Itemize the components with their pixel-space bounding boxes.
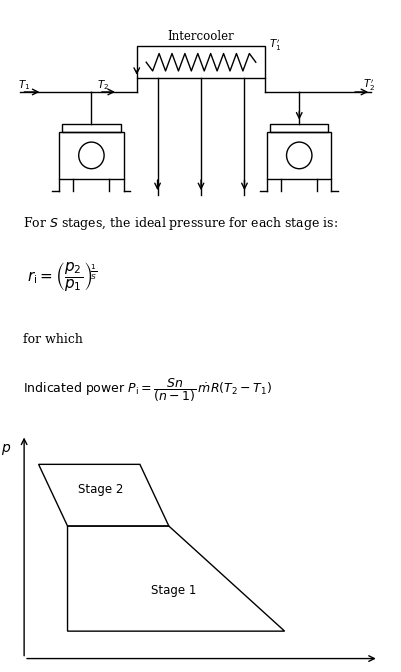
Text: Stage 1: Stage 1 [150, 583, 196, 597]
Text: $p$: $p$ [1, 442, 11, 456]
Text: $r_\mathrm{i} = \left(\dfrac{p_2}{p_1}\right)^{\!\frac{1}{S}}$: $r_\mathrm{i} = \left(\dfrac{p_2}{p_1}\r… [27, 260, 97, 293]
Text: $T_2$: $T_2$ [97, 78, 109, 92]
Text: Stage 2: Stage 2 [78, 483, 124, 496]
Text: For $S$ stages, the ideal pressure for each stage is:: For $S$ stages, the ideal pressure for e… [23, 215, 338, 232]
Text: Indicated power $P_\mathrm{i} = \dfrac{Sn}{(n-1)}\,\dot{m}R(T_2 - T_1)$: Indicated power $P_\mathrm{i} = \dfrac{S… [23, 376, 271, 404]
Text: $T_1'$: $T_1'$ [268, 38, 281, 53]
Text: for which: for which [23, 333, 83, 346]
Text: $T_2'$: $T_2'$ [363, 77, 375, 93]
Text: Intercooler: Intercooler [167, 30, 234, 43]
Text: $T_1$: $T_1$ [18, 78, 30, 92]
